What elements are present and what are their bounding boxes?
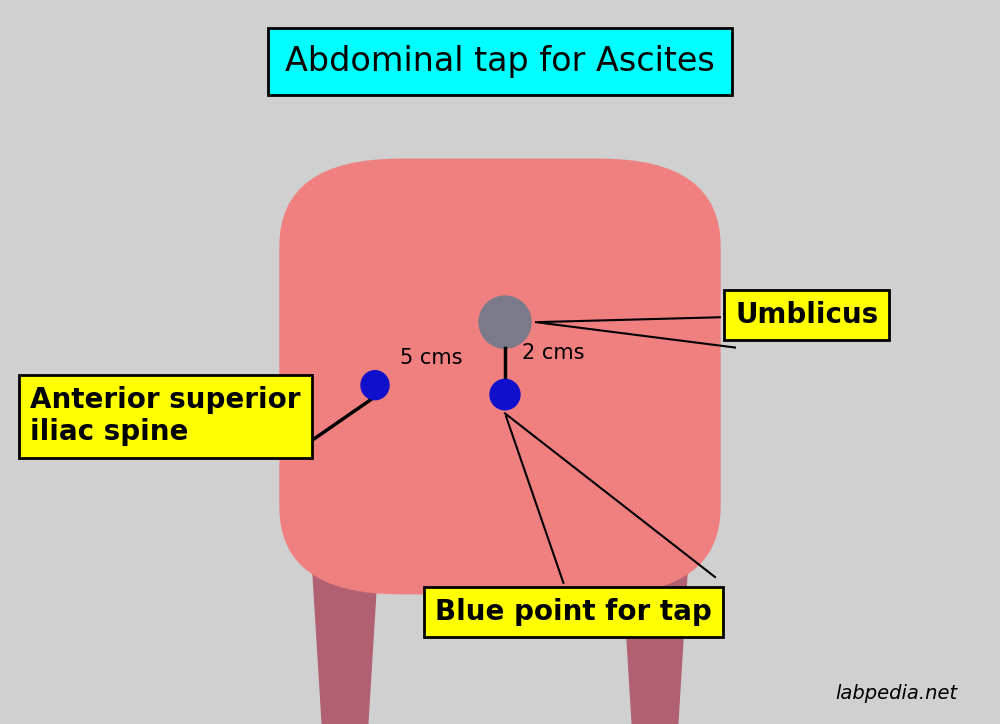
Ellipse shape — [479, 296, 531, 348]
Text: 5 cms: 5 cms — [400, 348, 462, 369]
Ellipse shape — [361, 371, 389, 400]
Text: Abdominal tap for Ascites: Abdominal tap for Ascites — [285, 45, 715, 78]
Text: Umblicus: Umblicus — [539, 301, 878, 329]
Polygon shape — [312, 565, 377, 724]
FancyBboxPatch shape — [280, 159, 720, 594]
Text: Blue point for tap: Blue point for tap — [435, 416, 712, 626]
Ellipse shape — [490, 379, 520, 410]
Text: labpedia.net: labpedia.net — [835, 684, 957, 703]
Text: Anterior superior
iliac spine: Anterior superior iliac spine — [30, 386, 305, 447]
Text: 2 cms: 2 cms — [522, 343, 584, 363]
Polygon shape — [622, 565, 688, 724]
